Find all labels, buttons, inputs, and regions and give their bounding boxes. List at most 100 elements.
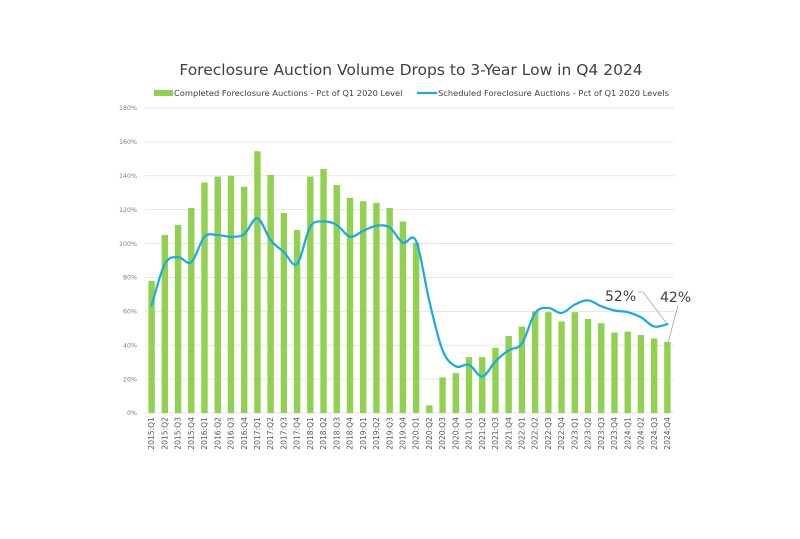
bar-2024-q2 (637, 335, 645, 413)
bar-2024-q1 (624, 331, 631, 413)
bar-2015-q3 (174, 224, 182, 413)
x-tick-label: 2016:Q4 (240, 417, 249, 450)
y-tick-label: 60% (123, 309, 137, 316)
bar-2015-q1 (148, 280, 155, 413)
bar-2020-q3 (439, 377, 446, 413)
bar-2024-q4 (664, 341, 671, 413)
bar-2022-q3 (545, 312, 552, 413)
bar-2022-q4 (558, 321, 565, 413)
bar-2018-q4 (346, 197, 354, 413)
bar-2018-q1 (307, 176, 314, 413)
bar-2016-q3 (227, 175, 235, 413)
x-tick-label: 2020:Q1 (412, 417, 421, 450)
y-tick-label: 100% (119, 241, 137, 248)
bar-2019-q2 (373, 202, 380, 413)
x-tick-label: 2019:Q1 (359, 417, 368, 450)
annotation-scheduled-latest: 52% (605, 289, 636, 305)
x-tick-label: 2018:Q4 (346, 417, 355, 450)
x-tick-label: 2018:Q3 (332, 417, 341, 450)
x-tick-label: 2022:Q3 (544, 417, 553, 450)
y-tick-label: 40% (123, 342, 137, 349)
bar-2022-q1 (518, 326, 526, 413)
annotation-completed-latest: 42% (660, 290, 691, 306)
bar-series (148, 151, 671, 414)
bar-2023-q2 (584, 318, 592, 413)
x-tick-label: 2018:Q1 (306, 417, 315, 450)
bar-2015-q2 (161, 235, 169, 413)
bar-2019-q3 (386, 207, 393, 413)
y-tick-label: 0% (127, 410, 137, 417)
annotation-leader-completed (668, 304, 679, 342)
bar-2016-q1 (201, 182, 208, 413)
chart-title: Foreclosure Auction Volume Drops to 3-Ye… (179, 61, 642, 79)
x-tick-label: 2015:Q3 (174, 417, 183, 450)
y-tick-label: 140% (119, 173, 137, 180)
y-axis-ticks: 0% 20% 40% 60% 80% 100% 120% 140% 160% 180% (119, 105, 137, 417)
y-tick-label: 180% (119, 105, 137, 112)
x-tick-label: 2018:Q2 (319, 417, 328, 450)
x-tick-label: 2021:Q2 (478, 417, 487, 450)
bar-2023-q3 (598, 323, 605, 413)
bar-2022-q2 (531, 311, 539, 413)
bar-2019-q1 (360, 201, 367, 413)
x-tick-label: 2016:Q2 (213, 417, 222, 450)
bar-2015-q4 (188, 207, 195, 413)
x-tick-label: 2015:Q1 (147, 417, 156, 450)
bar-2020-q4 (452, 373, 459, 413)
bar-2021-q3 (492, 347, 499, 413)
x-tick-label: 2022:Q4 (557, 417, 566, 450)
bar-2023-q4 (611, 332, 618, 413)
bar-2017-q3 (280, 213, 288, 413)
legend: Completed Foreclosure Auctions - Pct of … (154, 88, 669, 98)
bar-2016-q4 (240, 186, 248, 413)
bar-2017-q2 (267, 174, 274, 413)
legend-label-scheduled: Scheduled Foreclosure Auctions - Pct of … (438, 88, 669, 98)
x-tick-label: 2020:Q4 (451, 417, 460, 450)
y-tick-label: 20% (123, 376, 137, 383)
x-tick-label: 2020:Q2 (425, 417, 434, 450)
x-tick-label: 2020:Q3 (438, 417, 447, 450)
bar-2017-q1 (254, 151, 261, 414)
x-tick-label: 2019:Q3 (385, 417, 394, 450)
x-tick-label: 2021:Q1 (465, 417, 474, 450)
bar-2021-q4 (505, 335, 512, 413)
x-tick-label: 2024:Q1 (623, 417, 632, 450)
bar-2017-q4 (293, 230, 301, 413)
x-tick-label: 2017:Q1 (253, 417, 262, 450)
bar-2020-q2 (426, 405, 433, 413)
bar-2018-q2 (320, 169, 327, 413)
line-series (150, 217, 669, 378)
annotation-leader-scheduled (638, 291, 667, 324)
x-tick-label: 2017:Q2 (266, 417, 275, 450)
x-tick-label: 2017:Q4 (293, 417, 302, 450)
x-tick-label: 2015:Q2 (160, 417, 169, 450)
scheduled-auctions-line (150, 217, 669, 378)
y-tick-label: 80% (123, 275, 137, 282)
x-tick-label: 2017:Q3 (279, 417, 288, 450)
bar-2023-q1 (571, 312, 579, 413)
x-tick-label: 2016:Q3 (227, 417, 236, 450)
x-tick-label: 2024:Q4 (663, 417, 672, 450)
y-tick-label: 160% (119, 139, 137, 146)
x-tick-label: 2022:Q1 (518, 417, 527, 450)
y-tick-label: 120% (119, 207, 137, 214)
x-tick-label: 2023:Q4 (610, 417, 619, 450)
legend-label-completed: Completed Foreclosure Auctions - Pct of … (174, 88, 402, 98)
x-tick-label: 2021:Q3 (491, 417, 500, 450)
annotations: 52% 42% (605, 289, 691, 342)
x-tick-label: 2023:Q3 (597, 417, 606, 450)
x-tick-label: 2015:Q4 (187, 417, 196, 450)
x-tick-label: 2019:Q4 (398, 417, 407, 450)
bar-2020-q1 (412, 242, 420, 413)
x-tick-label: 2023:Q2 (584, 417, 593, 450)
x-tick-label: 2016:Q1 (200, 417, 209, 450)
bar-2018-q3 (333, 185, 340, 413)
gridlines (145, 107, 674, 414)
x-tick-label: 2024:Q2 (637, 417, 646, 450)
x-tick-label: 2023:Q1 (570, 417, 579, 450)
x-tick-label: 2024:Q3 (650, 417, 659, 450)
bar-2024-q3 (650, 338, 658, 413)
x-tick-label: 2019:Q2 (372, 417, 381, 450)
bar-2019-q4 (399, 221, 407, 413)
